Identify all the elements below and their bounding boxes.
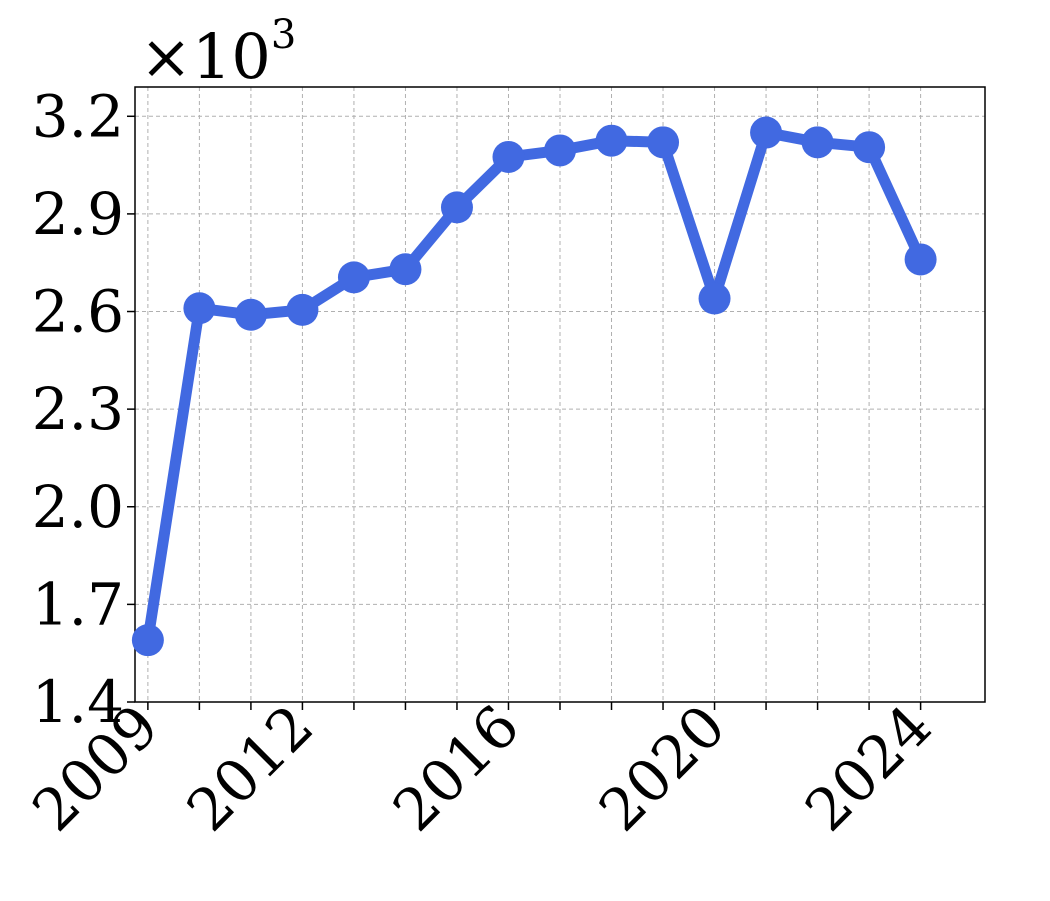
x-tick-label: 2016 <box>380 692 532 844</box>
series-line <box>142 127 927 646</box>
data-point <box>698 282 731 315</box>
y-tick-label: 1.7 <box>32 570 124 638</box>
y-scale-label: ×103 <box>140 12 296 93</box>
y-axis: 1.4 1.7 2.0 2.3 2.6 2.9 3.2 <box>32 82 135 736</box>
y-tick-label: 2.6 <box>32 278 124 346</box>
x-tick-label: 2020 <box>586 692 738 844</box>
data-point <box>337 261 370 294</box>
data-point <box>492 140 525 173</box>
y-tick-label: 3.2 <box>32 82 124 150</box>
grid <box>135 87 985 703</box>
y-scale-exponent: 3 <box>271 12 296 58</box>
data-point <box>183 292 216 325</box>
data-point <box>904 243 937 276</box>
data-point <box>440 191 473 224</box>
data-point <box>234 298 267 331</box>
y-tick-label: 1.4 <box>32 668 124 736</box>
y-scale-multiplier: ×10 <box>140 20 271 93</box>
data-point <box>544 134 576 167</box>
x-axis: 2009 2012 2016 2020 2024 <box>19 692 944 844</box>
data-point <box>595 124 628 157</box>
data-point <box>286 293 319 326</box>
data-point <box>389 253 422 286</box>
data-point <box>801 126 834 159</box>
y-tick-label: 2.9 <box>32 180 124 248</box>
y-tick-label: 2.0 <box>32 473 124 541</box>
series <box>131 116 937 657</box>
x-tick-label: 2024 <box>792 692 944 844</box>
data-point <box>750 116 783 149</box>
data-point <box>853 131 886 164</box>
data-point <box>131 624 164 657</box>
x-tick-label: 2012 <box>174 692 326 844</box>
data-point <box>647 126 680 159</box>
y-tick-label: 2.3 <box>32 375 124 443</box>
